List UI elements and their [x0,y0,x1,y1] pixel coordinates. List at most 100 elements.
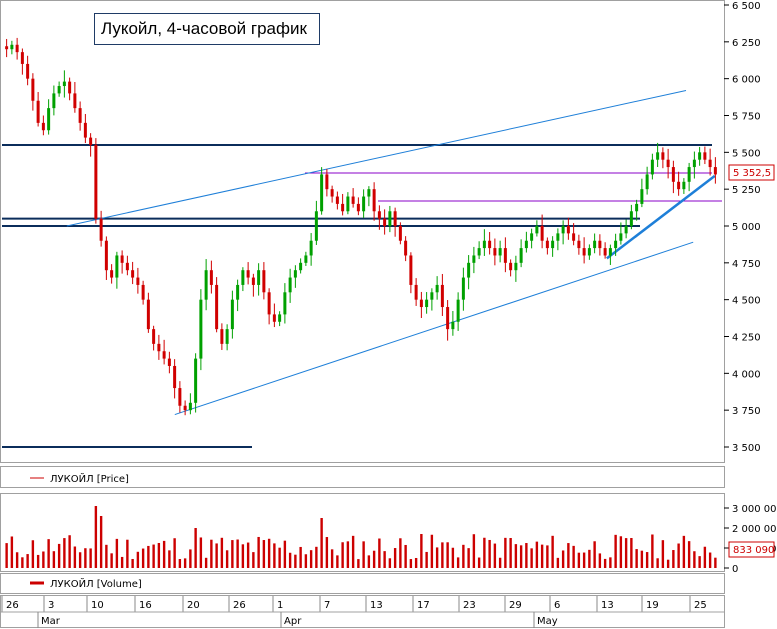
candle [377,205,381,230]
volume-bar [372,550,376,568]
price-legend-label: ЛУКОЙЛ [Price] [50,472,129,485]
candle [320,167,324,215]
candle [388,205,392,233]
trend-lines [66,89,716,416]
candle [283,283,287,324]
candle [299,258,303,274]
trend-line [606,174,716,260]
trend-line [66,89,687,227]
volume-bar [477,557,481,568]
candle [640,178,644,208]
volume-bar [540,544,544,568]
candle [183,400,187,416]
volume-bar [530,548,533,568]
volume-bar [708,552,712,568]
volume-legend-frame [0,573,725,594]
price-tick-label: 3 750 [732,406,761,417]
volume-bar [451,547,455,568]
candle [225,324,229,351]
candle [57,81,61,97]
volume-bar [409,559,413,568]
candle [425,292,429,314]
last-volume-label: 833 090 [733,545,774,556]
candle [236,279,240,312]
volume-tick-label: 0 [732,564,738,575]
candle [614,233,618,256]
volume-bar [509,538,512,568]
volume-bar [52,551,56,568]
date-label: 13 [370,600,383,611]
date-label: 17 [417,600,430,611]
candlestick-series [5,37,717,416]
volume-bar [588,549,591,568]
volume-bar [241,544,245,568]
volume-bar [204,557,208,568]
price-tick-label: 6 000 [732,75,761,86]
volume-bar [115,538,119,568]
volume-bar [598,553,602,568]
date-label: 3 [48,600,54,611]
volume-bar [572,545,575,568]
volume-bar [220,537,224,568]
volume-bar [619,536,623,568]
candle [209,260,213,294]
price-tick-label: 6 250 [732,38,761,49]
candle [83,113,87,144]
candle [251,273,255,297]
candle [582,237,586,264]
volume-bar [498,557,502,568]
candle [446,300,450,341]
volume-bar [577,552,581,568]
candle [509,259,513,277]
volume-bar [661,540,665,568]
horizontal-levels [2,143,722,448]
volume-bar [168,550,171,568]
candle [566,217,570,240]
volume-bar [687,541,691,568]
volume-bar [467,548,470,568]
volume-bar [693,551,696,568]
date-label: 7 [324,600,330,611]
volume-bar [462,544,465,568]
candle [493,238,497,266]
candle [472,246,476,274]
volume-bar [525,543,528,568]
candle [656,142,660,167]
volume-bar [10,536,14,568]
volume-bar [162,540,166,568]
volume-pane-frame [0,493,725,572]
candle [230,290,234,339]
volume-bar [73,546,77,568]
volume-bar [535,541,539,568]
candle [188,393,192,415]
candle [94,138,98,224]
candle [20,48,24,75]
candle [199,289,203,371]
volume-bar [36,554,40,568]
date-label: 20 [187,600,200,611]
volume-bar [651,534,654,568]
volume-bar [231,540,234,568]
volume-bar [483,537,486,568]
volume-bar [189,549,192,568]
candle [47,99,51,135]
candle [78,101,82,131]
candle [603,242,607,259]
volume-bar [399,538,402,568]
candle [257,263,261,296]
date-label: 13 [601,600,614,611]
volume-bar [603,558,607,568]
candle [167,351,171,374]
candle [31,73,35,111]
volume-bar [551,535,554,568]
candle [593,233,597,254]
volume-bar [178,559,182,568]
volume-bar [57,543,61,568]
volume-bar [362,541,365,568]
volume-bar [493,543,497,568]
candle [524,231,528,253]
volume-bar [26,554,29,568]
volume-bar [593,541,596,568]
candle [572,223,576,246]
volume-bar [325,537,329,568]
